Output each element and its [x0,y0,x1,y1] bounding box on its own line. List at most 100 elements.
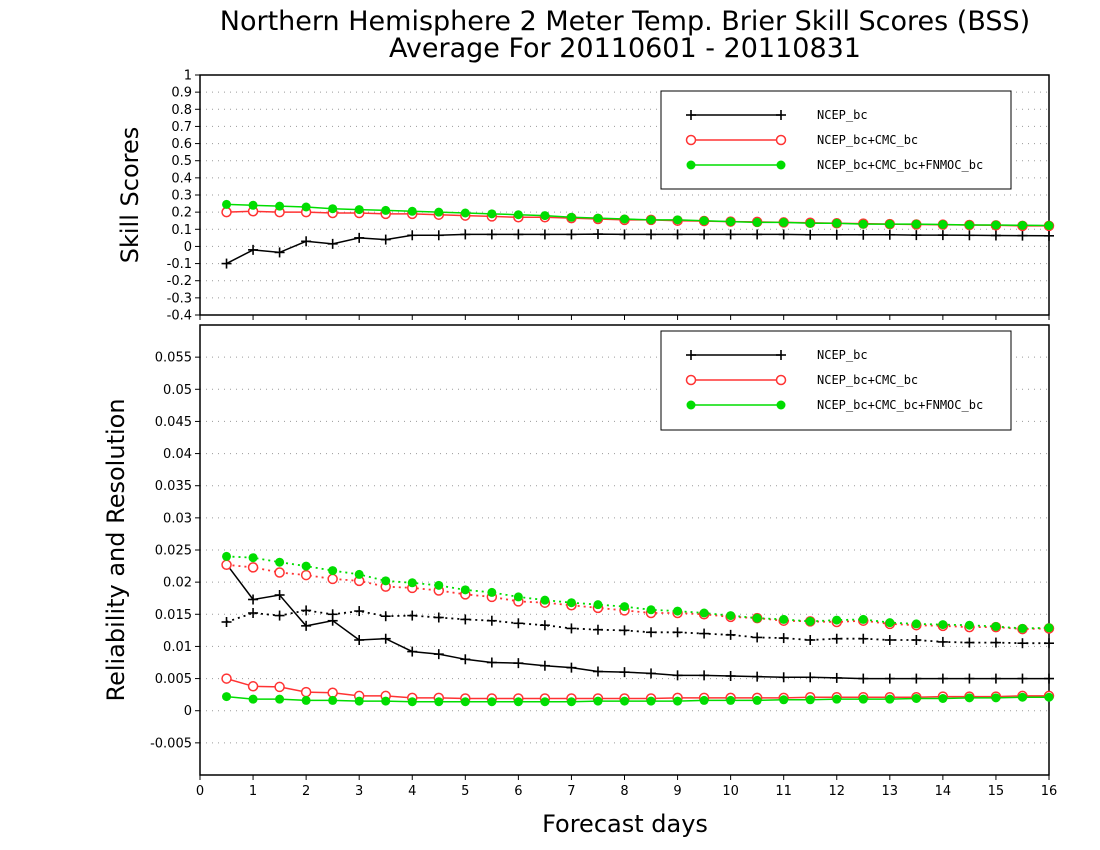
data-point [539,660,550,671]
data-point [937,230,948,241]
series-line [225,563,1049,680]
data-point [327,573,338,585]
data-point [673,696,683,706]
x-tick-label: 16 [1041,784,1058,799]
data-point [566,229,577,240]
data-point [752,695,762,705]
data-point [911,635,922,645]
x-tick-label: 13 [882,784,899,799]
data-point [619,625,630,636]
data-point [699,695,709,705]
data-point [300,569,312,581]
data-point [327,609,338,620]
x-tick-label: 7 [567,784,575,799]
legend-marker [776,110,786,120]
data-point [937,636,948,647]
series-line [226,233,1050,265]
data-point [248,244,259,255]
legend-marker [776,160,786,170]
series-relres-3 [221,559,1055,635]
data-point [221,206,232,218]
data-point [460,229,471,240]
legend: NCEP_bc NCEP_bc+CMC_bc NCEP_bc+CMC_bc+FNMO… [660,90,1012,190]
data-point [620,602,629,612]
data-point [513,658,524,669]
legend-marker [686,160,696,170]
chart-title-line2: Average For 20110601 - 20110831 [389,33,861,64]
data-point [513,618,524,629]
data-point [964,693,974,703]
data-point [486,657,497,668]
data-point [1044,638,1054,649]
data-point [247,562,259,573]
data-point [884,673,895,684]
data-point [221,673,232,684]
data-point [248,608,259,618]
y-tick-label: 1 [184,69,192,84]
data-point [513,592,523,602]
data-point [805,635,816,645]
data-point [540,211,550,221]
chart-title-line1: Northern Hemisphere 2 Meter Temp. Brier … [220,6,1030,37]
data-point [858,694,868,704]
plot-frame [199,324,1050,776]
data-point [1017,220,1027,230]
x-tick-label: 6 [514,784,522,799]
y-tick-label: 0.03 [163,511,192,526]
legend-label: NCEP_bc+CMC_bc [817,133,918,147]
legend-label: NCEP_bc [817,348,868,362]
series-skill-0 [221,229,1054,269]
series-line [226,563,1050,631]
y-tick-label: 0.7 [171,120,192,135]
plot-frame [199,74,1050,316]
data-point [858,633,869,644]
data-point [513,697,523,707]
data-point [301,620,312,631]
series-line [226,609,1049,645]
data-point [248,200,258,210]
data-point [884,635,895,645]
data-point [460,585,470,595]
y-tick-label: 0.04 [163,447,192,462]
data-point [699,216,709,226]
data-point [619,229,630,240]
x-tick-label: 8 [620,784,628,799]
data-point [619,667,630,678]
data-point [513,210,523,220]
data-point [1044,221,1054,231]
data-point [831,672,842,683]
data-point [646,696,656,706]
data-point [513,229,524,240]
data-point [990,230,1001,241]
data-point [672,627,683,638]
data-point [990,637,1001,648]
data-point [592,624,603,635]
x-axis-title: Forecast days [542,810,708,838]
x-tick-label: 11 [775,784,792,799]
y-tick-label: 0.1 [171,223,192,238]
data-point [911,673,922,684]
data-point [487,209,497,219]
data-point [646,605,656,615]
data-point [990,673,1001,684]
data-point [1044,230,1054,241]
data-point [1044,623,1054,633]
data-point [778,633,789,644]
data-point [858,673,869,684]
data-point [752,613,762,623]
x-tick-label: 9 [673,784,681,799]
data-point [460,654,471,665]
data-point [991,220,1001,230]
data-point [540,697,550,707]
data-point [779,217,789,227]
data-point [885,618,895,628]
series-relres-1 [221,605,1054,649]
y-tick-label: 0.2 [171,206,192,221]
data-point [328,566,338,576]
data-point [699,670,710,681]
data-point [301,695,311,705]
y-tick-label: 0.015 [155,608,192,623]
data-point [752,671,763,682]
data-point [486,229,497,240]
legend-entry: NCEP_bc+CMC_bc [685,373,918,387]
